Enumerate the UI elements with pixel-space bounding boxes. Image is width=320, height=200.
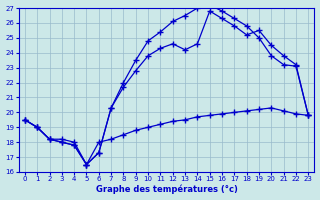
X-axis label: Graphe des températures (°c): Graphe des températures (°c) <box>96 185 237 194</box>
